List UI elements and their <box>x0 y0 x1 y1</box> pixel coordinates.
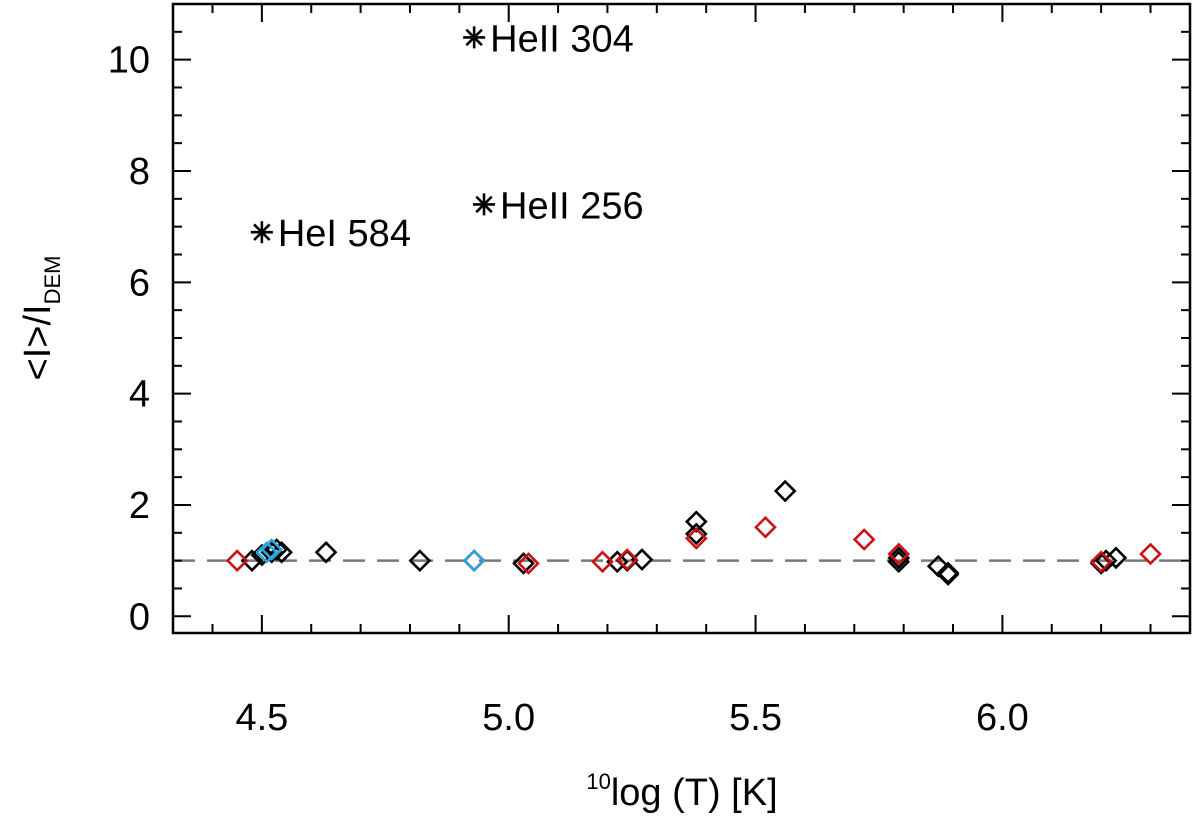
diamond-point-s1-4 <box>615 548 639 571</box>
diamond-point-s0-2 <box>260 540 284 564</box>
y-axis-label-subscript: DEM <box>40 256 65 305</box>
diamond-point-s1-5 <box>684 527 708 550</box>
y-tick-label-3: 6 <box>129 262 150 304</box>
diamond-point-s0-0 <box>240 549 264 572</box>
asterisk-stroke-1-3 <box>253 223 271 241</box>
diamond-point-s0-21 <box>1094 549 1118 572</box>
diamond-point-s0-12 <box>684 510 708 534</box>
diamond-point-s0-5 <box>314 540 338 564</box>
x-axis-label-superscript: 10 <box>586 769 610 794</box>
plot-frame <box>171 2 1192 635</box>
x-axis-label: 10log (T) [K] <box>586 769 777 814</box>
y-tick-label-0: 0 <box>129 596 150 638</box>
asterisk-stroke-0-3 <box>465 28 483 47</box>
x-tick-label-3: 6.0 <box>976 697 1029 739</box>
diamond-point-s0-6 <box>408 549 432 572</box>
plot-area: HeII 304 HeI 584 HeII 256 <box>173 18 1190 586</box>
x-tick-label-2: 5.5 <box>729 697 782 739</box>
asterisk-point-2 <box>473 193 496 216</box>
diamond-point-s1-10 <box>1139 542 1162 566</box>
annotation-0: HeII 304 <box>490 18 634 60</box>
diamond-point-s1-2 <box>517 552 540 575</box>
diamond-point-s0-19 <box>936 563 960 586</box>
x-tick-label-1: 5.0 <box>482 697 535 739</box>
diamond-point-s1-8 <box>887 542 911 566</box>
axes: 4.5 5.0 5.5 6.0 0 2 4 6 8 10 <box>108 2 1192 739</box>
y-tick-label-4: 8 <box>129 151 150 193</box>
y-axis-label-main: <I>/I <box>17 304 59 380</box>
y-tick-label-2: 4 <box>129 374 150 416</box>
y-tick-label-5: 10 <box>108 40 150 82</box>
asterisk-point-0 <box>463 26 486 49</box>
x-axis-label-main: log (T) [K] <box>611 772 778 814</box>
annotation-2: HeII 256 <box>500 185 644 227</box>
y-axis-label: <I>/IDEM <box>17 256 65 381</box>
diamond-point-s1-3 <box>591 550 614 574</box>
diamond-point-s1-6 <box>754 515 777 539</box>
diamond-point-s1-9 <box>1089 550 1113 574</box>
asterisk-point-1 <box>250 221 273 244</box>
diamond-point-s0-11 <box>630 548 654 571</box>
diamond-point-s0-8 <box>512 552 535 575</box>
diamond-point-s2-1 <box>260 538 284 561</box>
asterisk-stroke-2-3 <box>475 195 493 214</box>
diamond-point-s0-15 <box>887 546 911 570</box>
annotation-1: HeI 584 <box>278 213 411 255</box>
diamond-point-s1-7 <box>852 528 876 551</box>
y-tick-label-1: 2 <box>129 485 150 527</box>
x-tick-label-0: 4.5 <box>235 697 288 739</box>
diamond-point-s0-22 <box>1104 546 1128 570</box>
diamond-point-s0-13 <box>684 522 708 546</box>
diamond-point-s0-4 <box>270 540 293 564</box>
diamond-point-s2-0 <box>255 540 279 564</box>
diamond-point-s0-14 <box>773 479 797 503</box>
diamond-point-s1-0 <box>225 549 249 572</box>
diamond-point-s0-9 <box>605 550 629 574</box>
diamond-point-s2-2 <box>462 549 486 572</box>
